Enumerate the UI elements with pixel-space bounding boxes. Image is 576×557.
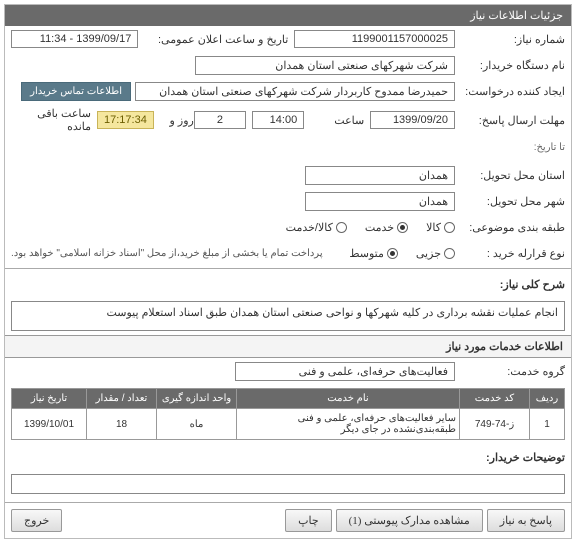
creator-value: حمیدرضا ممدوح کاربردار شرکت شهرکهای صنعت… [135, 82, 455, 101]
buyturn-label: نوع قرارله خرید : [455, 247, 565, 260]
attachments-button[interactable]: مشاهده مدارک پیوستی (1) [336, 509, 483, 532]
city-value: همدان [305, 192, 455, 211]
category-label: طبقه بندی موضوعی: [455, 221, 565, 234]
buyer-org-value: شرکت شهرکهای صنعتی استان همدان [195, 56, 455, 75]
row-buyer-org: نام دستگاه خریدار: شرکت شهرکهای صنعتی اس… [5, 52, 571, 78]
radio-khedmat-label: خدمت [365, 221, 394, 234]
td-unit: ماه [157, 409, 237, 440]
row-desc-label: شرح کلی نیاز: [5, 271, 571, 297]
table-header-row: ردیف کد خدمت نام خدمت واحد اندازه گیری ت… [12, 389, 565, 409]
row-deadline-sub: تا تاریخ: [5, 136, 571, 162]
row-need-number: شماره نیاز: 1199001157000025 تاریخ و ساع… [5, 26, 571, 52]
radio-khedmat[interactable]: خدمت [365, 221, 408, 234]
radio-motavaset-label: متوسط [349, 247, 384, 260]
panel-title: جزئیات اطلاعات نیاز [5, 5, 571, 26]
buttons-bar: پاسخ به نیاز مشاهده مدارک پیوستی (1) چاپ… [5, 502, 571, 538]
service-group-label: گروه خدمت: [455, 365, 565, 378]
remaining-time: 17:17:34 [97, 111, 154, 129]
radio-both[interactable]: کالا/خدمت [286, 221, 347, 234]
row-creator: ایجاد کننده درخواست: حمیدرضا ممدوح کاربر… [5, 78, 571, 104]
days-label: روز و [154, 114, 194, 127]
buyer-contact-button[interactable]: اطلاعات تماس خریدار [21, 82, 131, 101]
desc-label: شرح کلی نیاز: [500, 278, 565, 291]
spacer [66, 509, 281, 532]
row-service-group: گروه خدمت: فعالیت‌های حرفه‌ای، علمی و فن… [5, 358, 571, 384]
th-date: تاریخ نیاز [12, 389, 87, 409]
creator-label: ایجاد کننده درخواست: [455, 85, 565, 98]
td-name: سایر فعالیت‌های حرفه‌ای، علمی و فنی طبقه… [237, 409, 460, 440]
radio-both-label: کالا/خدمت [286, 221, 333, 234]
city-label: شهر محل تحویل: [455, 195, 565, 208]
radio-kala[interactable]: کالا [426, 221, 455, 234]
province-label: استان محل تحویل: [455, 169, 565, 182]
th-qty: تعداد / مقدار [87, 389, 157, 409]
row-deadline: مهلت ارسال پاسخ: 1399/09/20 ساعت 14:00 2… [5, 104, 571, 136]
radio-jozi[interactable]: جزیی [416, 247, 455, 260]
row-buyer-notes: توضیحات خریدار: [5, 444, 571, 470]
td-row: 1 [530, 409, 565, 440]
row-buyturn: نوع قرارله خرید : جزیی متوسط پرداخت تمام… [5, 240, 571, 266]
services-table: ردیف کد خدمت نام خدمت واحد اندازه گیری ت… [11, 388, 565, 440]
row-category: طبقه بندی موضوعی: کالا خدمت کالا/خدمت [5, 214, 571, 240]
th-name: نام خدمت [237, 389, 460, 409]
announce-dt-value: 1399/09/17 - 11:34 [11, 30, 138, 48]
deadline-sublabel: تا تاریخ: [455, 142, 565, 153]
need-number-label: شماره نیاز: [455, 33, 565, 46]
category-radios: کالا خدمت کالا/خدمت [286, 221, 455, 234]
deadline-days: 2 [194, 111, 246, 129]
row-province: استان محل تحویل: همدان [5, 162, 571, 188]
th-code: کد خدمت [460, 389, 530, 409]
buyer-notes-label: توضیحات خریدار: [486, 451, 565, 464]
buyturn-note: پرداخت تمام یا بخشی از مبلغ خرید،از محل … [11, 248, 323, 259]
buyer-org-label: نام دستگاه خریدار: [455, 59, 565, 72]
deadline-time: 14:00 [252, 111, 304, 129]
announce-dt-label: تاریخ و ساعت اعلان عمومی: [138, 33, 288, 46]
radio-jozi-label: جزیی [416, 247, 441, 260]
buyturn-radios: جزیی متوسط [349, 247, 455, 260]
deadline-date: 1399/09/20 [370, 111, 455, 129]
th-unit: واحد اندازه گیری [157, 389, 237, 409]
panel-body: شماره نیاز: 1199001157000025 تاریخ و ساع… [5, 26, 571, 538]
reply-button[interactable]: پاسخ به نیاز [487, 509, 565, 532]
deadline-label: مهلت ارسال پاسخ: [455, 114, 565, 127]
th-row: ردیف [530, 389, 565, 409]
province-value: همدان [305, 166, 455, 185]
services-header: اطلاعات خدمات مورد نیاز [5, 335, 571, 358]
divider-1 [5, 268, 571, 269]
deadline-time-label: ساعت [304, 114, 364, 127]
exit-button[interactable]: خروج [11, 509, 62, 532]
td-date: 1399/10/01 [12, 409, 87, 440]
row-city: شهر محل تحویل: همدان [5, 188, 571, 214]
print-button[interactable]: چاپ [285, 509, 332, 532]
td-code: ز-74-749 [460, 409, 530, 440]
buyer-notes-value [11, 474, 565, 494]
need-desc-value: انجام عملیات نقشه برداری در کلیه شهرکها … [11, 301, 565, 331]
td-qty: 18 [87, 409, 157, 440]
table-row: 1 ز-74-749 سایر فعالیت‌های حرفه‌ای، علمی… [12, 409, 565, 440]
radio-motavaset[interactable]: متوسط [349, 247, 398, 260]
remain-label: ساعت باقی مانده [11, 107, 91, 133]
need-number-value: 1199001157000025 [294, 30, 455, 48]
radio-kala-label: کالا [426, 221, 441, 234]
need-details-panel: جزئیات اطلاعات نیاز شماره نیاز: 11990011… [4, 4, 572, 539]
service-group-value: فعالیت‌های حرفه‌ای، علمی و فنی [235, 362, 455, 381]
